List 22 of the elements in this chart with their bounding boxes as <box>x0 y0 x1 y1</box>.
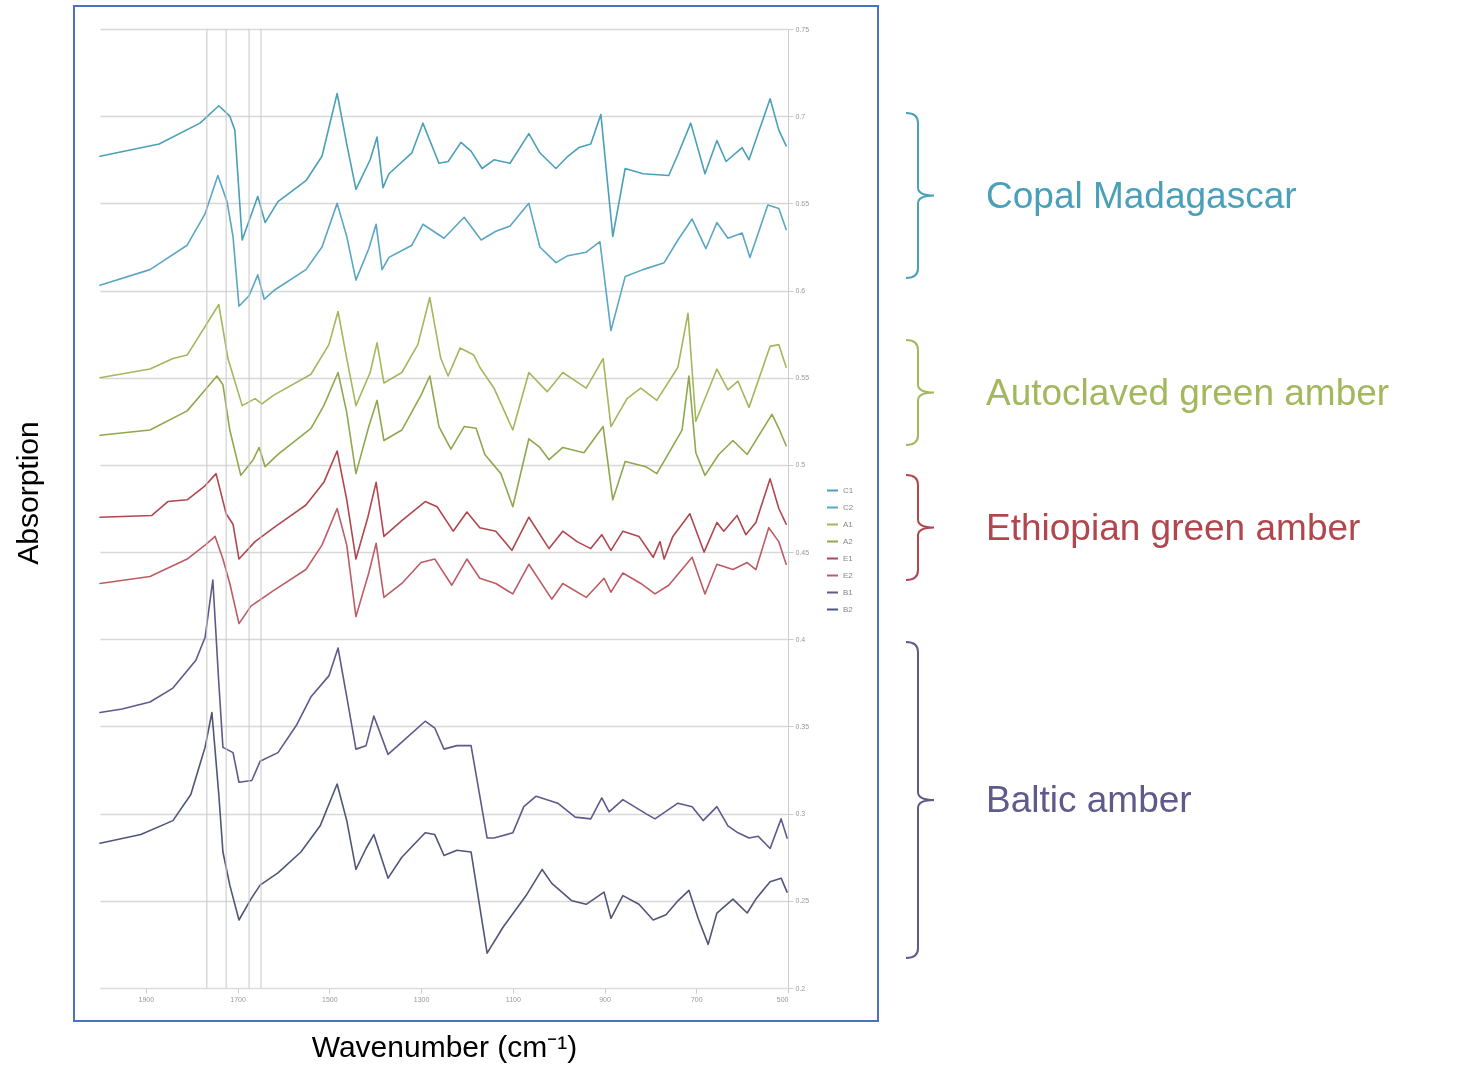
legend-label: B1 <box>843 587 854 597</box>
text: Ethiopian green amber <box>986 506 1361 549</box>
legend-label: E1 <box>843 553 854 563</box>
y-axis-title: Absorption <box>11 421 45 565</box>
line-series <box>99 711 788 954</box>
legend-label: E2 <box>843 570 854 580</box>
text: Autoclaved green amber <box>986 371 1390 414</box>
text: Copal Madagascar <box>986 174 1297 217</box>
legend-label: A1 <box>843 519 854 529</box>
line-series <box>99 507 787 625</box>
line-series <box>99 174 787 332</box>
legend-label: A2 <box>843 536 854 546</box>
line-series <box>99 92 787 241</box>
text: Baltic amber <box>986 779 1192 821</box>
line-series <box>99 371 787 508</box>
line-series <box>99 450 787 560</box>
legend-label: B2 <box>843 604 854 614</box>
x-axis-title: Wavenumber (cm⁻¹) <box>311 1029 578 1063</box>
line-series <box>99 579 788 850</box>
legend-label: C1 <box>843 485 854 495</box>
line-series <box>99 296 787 431</box>
legend-label: C2 <box>843 502 854 512</box>
